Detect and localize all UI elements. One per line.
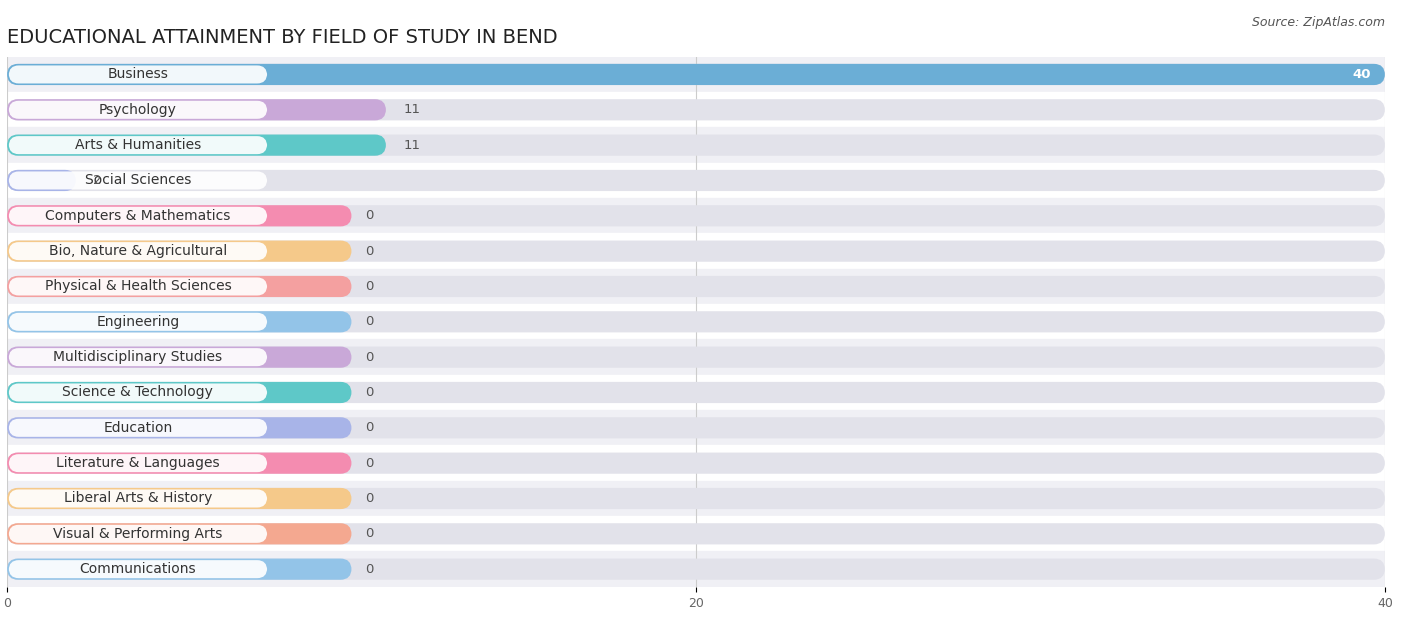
Bar (7, 57, 1385, 92)
FancyBboxPatch shape (8, 384, 267, 401)
Text: 0: 0 (366, 351, 374, 363)
FancyBboxPatch shape (8, 313, 267, 331)
Bar (7, 92, 1385, 127)
Text: Source: ZipAtlas.com: Source: ZipAtlas.com (1251, 16, 1385, 29)
FancyBboxPatch shape (8, 560, 267, 578)
Text: Science & Technology: Science & Technology (62, 386, 214, 399)
Bar (7, 410, 1385, 445)
Text: 0: 0 (366, 245, 374, 257)
FancyBboxPatch shape (7, 99, 1385, 121)
FancyBboxPatch shape (7, 134, 1385, 156)
Text: 0: 0 (366, 422, 374, 434)
Text: Psychology: Psychology (98, 103, 177, 117)
Bar (7, 375, 1385, 410)
FancyBboxPatch shape (8, 136, 267, 154)
Text: 0: 0 (366, 492, 374, 505)
FancyBboxPatch shape (7, 382, 351, 403)
Bar (7, 551, 1385, 587)
FancyBboxPatch shape (7, 170, 1385, 191)
FancyBboxPatch shape (7, 346, 1385, 368)
Bar (7, 163, 1385, 198)
FancyBboxPatch shape (8, 278, 267, 295)
Text: 0: 0 (366, 457, 374, 469)
FancyBboxPatch shape (7, 205, 351, 227)
FancyBboxPatch shape (7, 417, 351, 439)
Text: 0: 0 (366, 280, 374, 293)
FancyBboxPatch shape (8, 348, 267, 366)
Text: Liberal Arts & History: Liberal Arts & History (63, 492, 212, 505)
FancyBboxPatch shape (7, 276, 351, 297)
Text: Multidisciplinary Studies: Multidisciplinary Studies (53, 350, 222, 364)
Text: 0: 0 (366, 528, 374, 540)
FancyBboxPatch shape (7, 558, 351, 580)
Bar (7, 127, 1385, 163)
FancyBboxPatch shape (8, 207, 267, 225)
FancyBboxPatch shape (7, 240, 1385, 262)
Text: Visual & Performing Arts: Visual & Performing Arts (53, 527, 222, 541)
Text: Engineering: Engineering (96, 315, 180, 329)
FancyBboxPatch shape (8, 454, 267, 472)
Text: 0: 0 (366, 209, 374, 222)
FancyBboxPatch shape (8, 172, 267, 189)
FancyBboxPatch shape (7, 346, 351, 368)
FancyBboxPatch shape (7, 134, 385, 156)
Text: Bio, Nature & Agricultural: Bio, Nature & Agricultural (49, 244, 226, 258)
FancyBboxPatch shape (7, 382, 1385, 403)
Bar (7, 445, 1385, 481)
FancyBboxPatch shape (7, 452, 351, 474)
Text: 2: 2 (93, 174, 101, 187)
Bar (7, 233, 1385, 269)
FancyBboxPatch shape (7, 311, 351, 333)
FancyBboxPatch shape (8, 66, 267, 83)
Text: EDUCATIONAL ATTAINMENT BY FIELD OF STUDY IN BEND: EDUCATIONAL ATTAINMENT BY FIELD OF STUDY… (7, 28, 558, 47)
FancyBboxPatch shape (7, 558, 1385, 580)
Text: Social Sciences: Social Sciences (84, 174, 191, 187)
Text: Business: Business (107, 68, 169, 81)
Bar (7, 516, 1385, 551)
Text: 0: 0 (366, 563, 374, 575)
Text: 11: 11 (404, 103, 420, 116)
FancyBboxPatch shape (7, 240, 351, 262)
Bar (7, 198, 1385, 233)
Text: 11: 11 (404, 139, 420, 151)
FancyBboxPatch shape (7, 523, 1385, 545)
FancyBboxPatch shape (7, 488, 1385, 509)
Bar (7, 304, 1385, 339)
FancyBboxPatch shape (7, 205, 1385, 227)
FancyBboxPatch shape (7, 276, 1385, 297)
Text: Education: Education (103, 421, 173, 435)
Bar (7, 269, 1385, 304)
FancyBboxPatch shape (8, 525, 267, 543)
Text: Communications: Communications (80, 562, 197, 576)
FancyBboxPatch shape (7, 523, 351, 545)
Text: 0: 0 (366, 386, 374, 399)
FancyBboxPatch shape (7, 99, 385, 121)
FancyBboxPatch shape (7, 64, 1385, 85)
FancyBboxPatch shape (8, 101, 267, 119)
Text: 0: 0 (366, 316, 374, 328)
FancyBboxPatch shape (8, 242, 267, 260)
Text: Literature & Languages: Literature & Languages (56, 456, 219, 470)
FancyBboxPatch shape (7, 452, 1385, 474)
FancyBboxPatch shape (8, 419, 267, 437)
Bar (7, 481, 1385, 516)
Bar (7, 339, 1385, 375)
FancyBboxPatch shape (7, 64, 1385, 85)
FancyBboxPatch shape (7, 488, 351, 509)
Text: Computers & Mathematics: Computers & Mathematics (45, 209, 231, 223)
FancyBboxPatch shape (8, 490, 267, 507)
Text: 40: 40 (1353, 68, 1371, 81)
Text: Arts & Humanities: Arts & Humanities (75, 138, 201, 152)
FancyBboxPatch shape (7, 170, 76, 191)
Text: Physical & Health Sciences: Physical & Health Sciences (45, 280, 232, 293)
FancyBboxPatch shape (7, 311, 1385, 333)
FancyBboxPatch shape (7, 417, 1385, 439)
